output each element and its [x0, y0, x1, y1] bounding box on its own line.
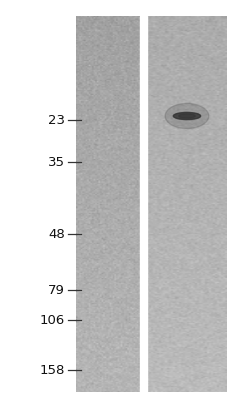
Ellipse shape	[178, 114, 194, 118]
Text: 158: 158	[39, 364, 65, 376]
Text: 106: 106	[39, 314, 65, 326]
Text: 48: 48	[48, 228, 65, 240]
Bar	[140, 16, 146, 392]
Ellipse shape	[173, 112, 200, 120]
Text: 79: 79	[48, 284, 65, 296]
Text: 35: 35	[48, 156, 65, 168]
Ellipse shape	[164, 103, 208, 129]
Text: 23: 23	[48, 114, 65, 126]
